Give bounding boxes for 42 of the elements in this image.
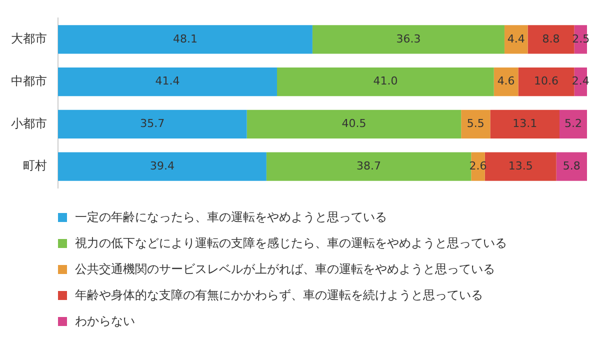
data-label: 48.1 (172, 32, 198, 46)
legend-label: わからない (75, 312, 135, 330)
y-tick-label: 小都市 (11, 116, 47, 130)
bar (461, 110, 490, 139)
bar (490, 110, 560, 139)
data-label: 8.8 (542, 32, 560, 46)
data-label: 5.8 (562, 159, 580, 172)
bar (58, 152, 266, 181)
data-label: 13.1 (512, 117, 538, 130)
bar (484, 152, 556, 181)
bar (312, 25, 504, 54)
bar (556, 152, 587, 181)
y-tick-label: 町村 (23, 158, 47, 173)
bar (58, 67, 278, 96)
data-label: 35.7 (140, 117, 165, 130)
bar (266, 152, 472, 181)
y-tick-label: 中都市 (11, 74, 47, 88)
data-label: 36.3 (396, 32, 421, 46)
data-label: 39.4 (150, 159, 174, 172)
data-label: 5.2 (564, 117, 582, 130)
data-label: 41.0 (373, 74, 398, 88)
legend-label: 視力の低下などにより運転の支障を感じたら、車の運転をやめようと思っている (75, 234, 507, 252)
bar (518, 67, 574, 96)
data-label: 13.5 (508, 159, 533, 172)
data-label: 4.6 (497, 74, 515, 88)
data-label: 4.4 (507, 32, 525, 46)
data-label: 40.5 (342, 117, 366, 130)
bar (58, 110, 247, 139)
bar (277, 67, 494, 96)
data-label: 41.4 (155, 74, 180, 88)
bar (559, 110, 587, 139)
data-label: 38.7 (356, 159, 382, 172)
bar (58, 25, 312, 54)
legend-label: 一定の年齢になったら、車の運転をやめようと思っている (75, 208, 387, 226)
legend-label: 公共交通機関のサービスレベルが上がれば、車の運転をやめようと思っている (75, 260, 495, 278)
bar (528, 25, 574, 54)
data-label: 10.6 (534, 74, 559, 88)
legend-label: 年齢や身体的な支障の有無にかかわらず、車の運転を続けようと思っている (75, 286, 483, 304)
data-label: 5.5 (466, 117, 484, 130)
bar (246, 110, 462, 139)
bar (504, 25, 528, 54)
y-tick-label: 大都市 (11, 32, 47, 46)
